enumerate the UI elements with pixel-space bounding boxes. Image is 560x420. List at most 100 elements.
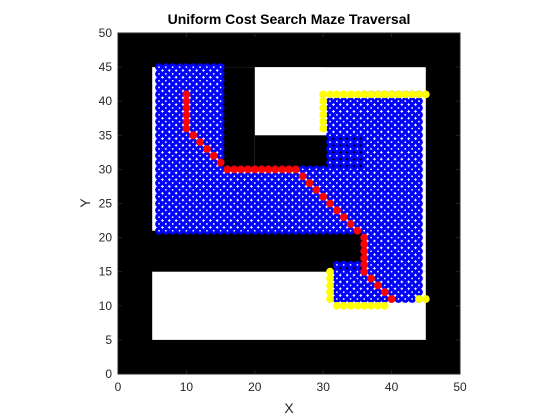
explored-point-center <box>342 195 345 198</box>
explored-point-center <box>281 216 284 219</box>
explored-point-center <box>158 93 160 96</box>
explored-point-center <box>199 86 201 89</box>
explored-point-center <box>383 270 386 273</box>
explored-point-center <box>164 107 167 109</box>
explored-point-center <box>370 161 372 164</box>
explored-point-center <box>247 223 249 225</box>
explored-point-center <box>377 134 379 137</box>
y-tick-label: 35 <box>99 128 113 142</box>
explored-point-center <box>322 209 325 212</box>
path-point <box>360 267 369 276</box>
explored-point-center <box>411 243 414 246</box>
explored-point-center <box>164 216 167 219</box>
explored-point-center <box>206 73 208 75</box>
explored-point-center <box>301 182 304 184</box>
explored-point-center <box>377 270 379 273</box>
explored-point-center <box>411 127 414 130</box>
explored-point-center <box>247 216 249 219</box>
explored-point-center <box>164 127 167 130</box>
explored-point-center <box>377 250 379 253</box>
explored-point-center <box>411 209 414 212</box>
frontier-point <box>353 90 362 99</box>
explored-point-center <box>404 298 407 300</box>
frontier-point <box>353 301 362 310</box>
explored-point-center <box>260 175 263 178</box>
explored-point-center <box>390 223 393 225</box>
explored-point-center <box>377 195 379 198</box>
explored-point-center <box>404 134 407 137</box>
maze-interior-wall <box>323 33 426 68</box>
explored-point-center <box>315 175 318 178</box>
explored-point-center <box>349 209 352 212</box>
frontier-point <box>339 301 348 310</box>
explored-point-center <box>363 161 366 164</box>
y-tick-label: 10 <box>99 299 113 313</box>
explored-point-center <box>390 263 393 266</box>
explored-point-center <box>418 188 420 191</box>
explored-point-center <box>178 66 181 68</box>
explored-point-center <box>288 202 290 205</box>
explored-point-center <box>206 86 208 89</box>
explored-point-center <box>199 113 201 116</box>
explored-point-center <box>363 100 366 103</box>
explored-point-center <box>164 175 167 178</box>
explored-point-center <box>274 202 277 205</box>
explored-point-center <box>247 195 249 198</box>
frontier-point <box>326 90 334 99</box>
path-point <box>182 110 191 119</box>
explored-point-center <box>281 188 284 191</box>
explored-point-center <box>212 79 215 82</box>
explored-point-center <box>411 161 414 164</box>
explored-point-center <box>411 107 414 109</box>
explored-point-center <box>335 298 338 300</box>
explored-point-center <box>206 134 208 137</box>
explored-point-center <box>294 182 297 184</box>
explored-point-center <box>383 250 386 253</box>
explored-point-center <box>383 148 386 150</box>
explored-point-center <box>377 127 379 130</box>
explored-point-center <box>206 182 208 184</box>
explored-point-center <box>370 236 372 239</box>
explored-point-center <box>192 209 195 212</box>
explored-point-center <box>164 134 167 137</box>
explored-point-center <box>418 209 420 212</box>
explored-point-center <box>356 100 359 103</box>
explored-point-center <box>418 229 420 232</box>
x-tick-label: 40 <box>385 380 399 394</box>
path-point <box>237 165 246 174</box>
explored-point-center <box>315 168 318 171</box>
explored-point-center <box>301 195 304 198</box>
explored-point-center <box>335 113 338 116</box>
explored-point-center <box>363 209 366 212</box>
explored-point-center <box>185 216 188 219</box>
explored-point-center <box>329 168 331 171</box>
explored-point-center <box>404 284 407 287</box>
explored-point-center <box>397 107 400 109</box>
explored-point-center <box>383 127 386 130</box>
explored-point-center <box>390 175 393 178</box>
explored-point-center <box>377 161 379 164</box>
explored-point-center <box>342 154 345 157</box>
explored-point-center <box>383 182 386 184</box>
explored-point-center <box>178 182 181 184</box>
explored-point-center <box>329 216 331 219</box>
explored-point-center <box>171 229 174 232</box>
explored-point-center <box>390 148 393 150</box>
path-point <box>374 281 382 290</box>
explored-point-center <box>363 229 366 232</box>
explored-point-center <box>411 134 414 137</box>
explored-point-center <box>212 93 215 96</box>
explored-point-center <box>219 175 222 178</box>
explored-point-center <box>418 134 420 137</box>
explored-point-center <box>418 291 420 294</box>
explored-point-center <box>404 209 407 212</box>
explored-point-center <box>418 257 420 259</box>
explored-point-center <box>219 223 222 225</box>
explored-point-center <box>418 120 420 123</box>
explored-point-center <box>206 223 208 225</box>
explored-point-center <box>342 182 345 184</box>
explored-point-center <box>294 229 297 232</box>
explored-point-center <box>199 154 201 157</box>
explored-point-center <box>404 229 407 232</box>
explored-point-center <box>329 223 331 225</box>
